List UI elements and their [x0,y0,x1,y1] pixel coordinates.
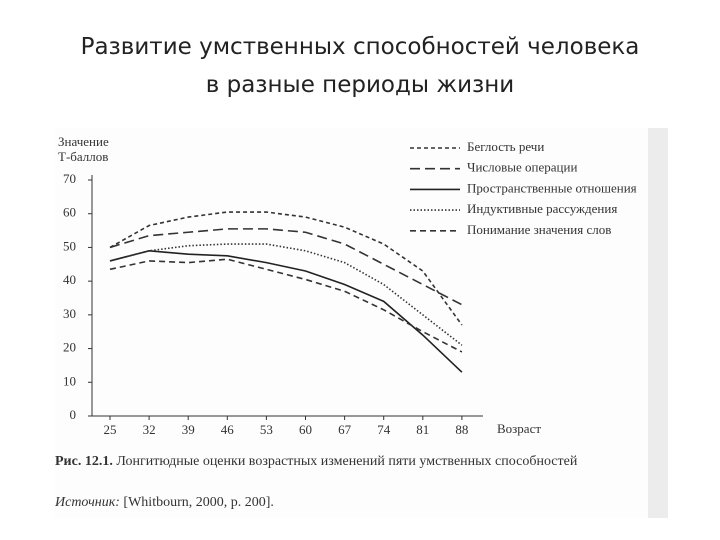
scan-edge [648,128,668,518]
series-line [109,249,463,373]
source-label: Источник: [55,495,120,510]
legend-label: Пространственные отношения [467,180,637,195]
y-tick-label: 50 [63,238,76,253]
scan-background [55,128,668,518]
y-tick-label: 20 [63,340,76,355]
series-line [109,211,463,326]
legend-label: Понимание значения слов [467,222,611,237]
legend-label: Индуктивные рассуждения [467,201,617,216]
series-line [109,228,463,306]
x-tick-label: 88 [455,422,468,437]
x-tick-label: 25 [104,422,117,437]
caption: Рис. 12.1. Лонгитюдные оценки возрастных… [55,453,615,470]
y-tick-label: 40 [63,272,76,287]
y-axis-label: Т-баллов [58,149,108,164]
x-tick-label: 32 [143,422,156,437]
x-tick-label: 81 [416,422,429,437]
y-tick-label: 30 [63,306,76,321]
y-tick-label: 60 [63,205,76,220]
x-axis-label: Возраст [497,421,541,436]
caption-text: Лонгитюдные оценки возрастных изменений … [116,454,578,469]
y-tick-label: 0 [70,407,77,422]
y-tick-label: 70 [63,171,76,186]
series-line [109,243,463,346]
x-tick-label: 53 [260,422,273,437]
title-line: в разные периоды жизни [205,72,515,98]
x-tick-label: 67 [338,422,352,437]
x-tick-label: 74 [377,422,391,437]
source: Источник: [Whitbourn, 2000, p. 200]. [55,494,615,511]
source-text: [Whitbourn, 2000, p. 200]. [123,495,274,510]
series-line [109,258,463,353]
x-tick-label: 60 [299,422,312,437]
legend-label: Числовые операции [467,160,577,175]
x-tick-label: 46 [221,422,235,437]
y-axis-label: Значение [58,134,109,149]
legend-label: Беглость речи [467,139,544,154]
y-tick-label: 10 [63,373,76,388]
x-tick-label: 39 [182,422,195,437]
title-line: Развитие умственных способностей человек… [80,34,640,60]
caption-label: Рис. 12.1. [55,454,113,469]
